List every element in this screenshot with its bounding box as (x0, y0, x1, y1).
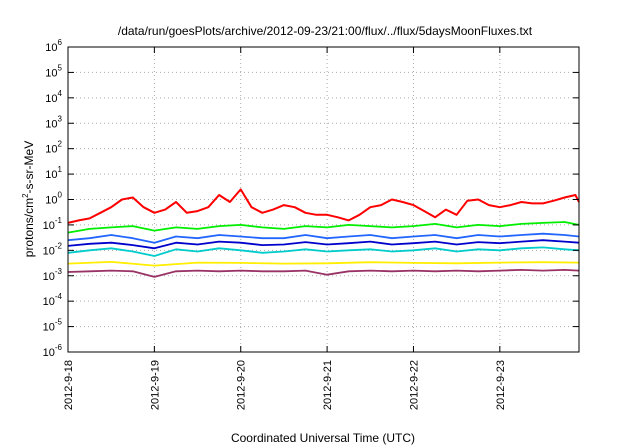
y-tick-label: 10-4 (43, 292, 63, 308)
y-tick-exponent: 3 (58, 114, 63, 123)
y-axis-label-sup: 2 (21, 193, 30, 198)
chart-title: /data/run/goesPlots/archive/2012-09-23/2… (118, 24, 533, 38)
y-tick-exponent: -2 (55, 241, 63, 250)
series-line (67, 239, 580, 250)
y-tick-exponent: 4 (58, 89, 63, 98)
y-tick-base: 10 (45, 195, 57, 207)
y-tick-label: 102 (45, 140, 62, 156)
series-line (67, 246, 580, 257)
y-tick-label: 105 (45, 63, 62, 79)
y-tick-exponent: -6 (55, 343, 63, 352)
y-tick-base: 10 (43, 220, 55, 232)
y-tick-base: 10 (43, 245, 55, 257)
y-tick-label: 10-5 (43, 318, 63, 334)
y-tick-base: 10 (45, 67, 57, 79)
x-tick-label: 2012-9-18 (63, 360, 75, 410)
y-tick-label: 103 (45, 114, 62, 130)
x-tick-label: 2012-9-23 (495, 360, 507, 410)
y-tick-exponent: -5 (55, 318, 63, 327)
y-tick-base: 10 (45, 144, 57, 156)
grid (68, 47, 579, 352)
y-tick-label: 10-3 (43, 267, 63, 283)
y-tick-exponent: -4 (55, 292, 63, 301)
series-layer (67, 188, 580, 278)
series-line (67, 232, 580, 244)
y-tick-exponent: 0 (58, 191, 63, 200)
y-tick-base: 10 (45, 42, 57, 54)
y-axis-label-pre: protons/cm (22, 198, 36, 257)
x-axis-label: Coordinated Universal Time (UTC) (231, 431, 415, 445)
series-line (67, 260, 580, 267)
y-tick-exponent: 6 (58, 38, 63, 47)
x-axis: 2012-9-18 2012-9-19 2012-9-20 2012-9-21 2012… (63, 47, 507, 410)
y-tick-exponent: -1 (55, 216, 63, 225)
x-tick-label: 2012-9-21 (322, 360, 334, 410)
y-tick-base: 10 (45, 169, 57, 181)
y-tick-label: 10-6 (43, 343, 63, 359)
y-tick-exponent: 2 (58, 140, 63, 149)
y-tick-label: 100 (45, 191, 62, 207)
y-tick-label: 10-2 (43, 241, 63, 257)
y-tick-exponent: 5 (58, 63, 63, 72)
y-tick-base: 10 (43, 322, 55, 334)
series-line (67, 188, 580, 224)
x-tick-label: 2012-9-19 (149, 360, 161, 410)
y-tick-base: 10 (45, 118, 57, 130)
y-tick-label: 106 (45, 38, 62, 54)
y-tick-base: 10 (45, 93, 57, 105)
y-tick-base: 10 (43, 347, 55, 359)
y-tick-label: 104 (45, 89, 62, 105)
series-line (67, 221, 580, 234)
y-axis-label: protons/cm2-s-sr-MeV (21, 141, 36, 257)
y-axis: 10-610-510-410-310-210-11001011021031041… (43, 38, 579, 359)
y-tick-label: 10-1 (43, 216, 63, 232)
y-tick-exponent: 1 (58, 165, 63, 174)
x-tick-label: 2012-9-20 (236, 360, 248, 410)
y-tick-label: 101 (45, 165, 62, 181)
y-tick-base: 10 (43, 296, 55, 308)
y-tick-exponent: -3 (55, 267, 63, 276)
x-tick-label: 2012-9-22 (408, 360, 420, 410)
y-axis-label-post: -s-sr-MeV (22, 141, 36, 194)
y-tick-base: 10 (43, 271, 55, 283)
series-line (67, 268, 580, 278)
